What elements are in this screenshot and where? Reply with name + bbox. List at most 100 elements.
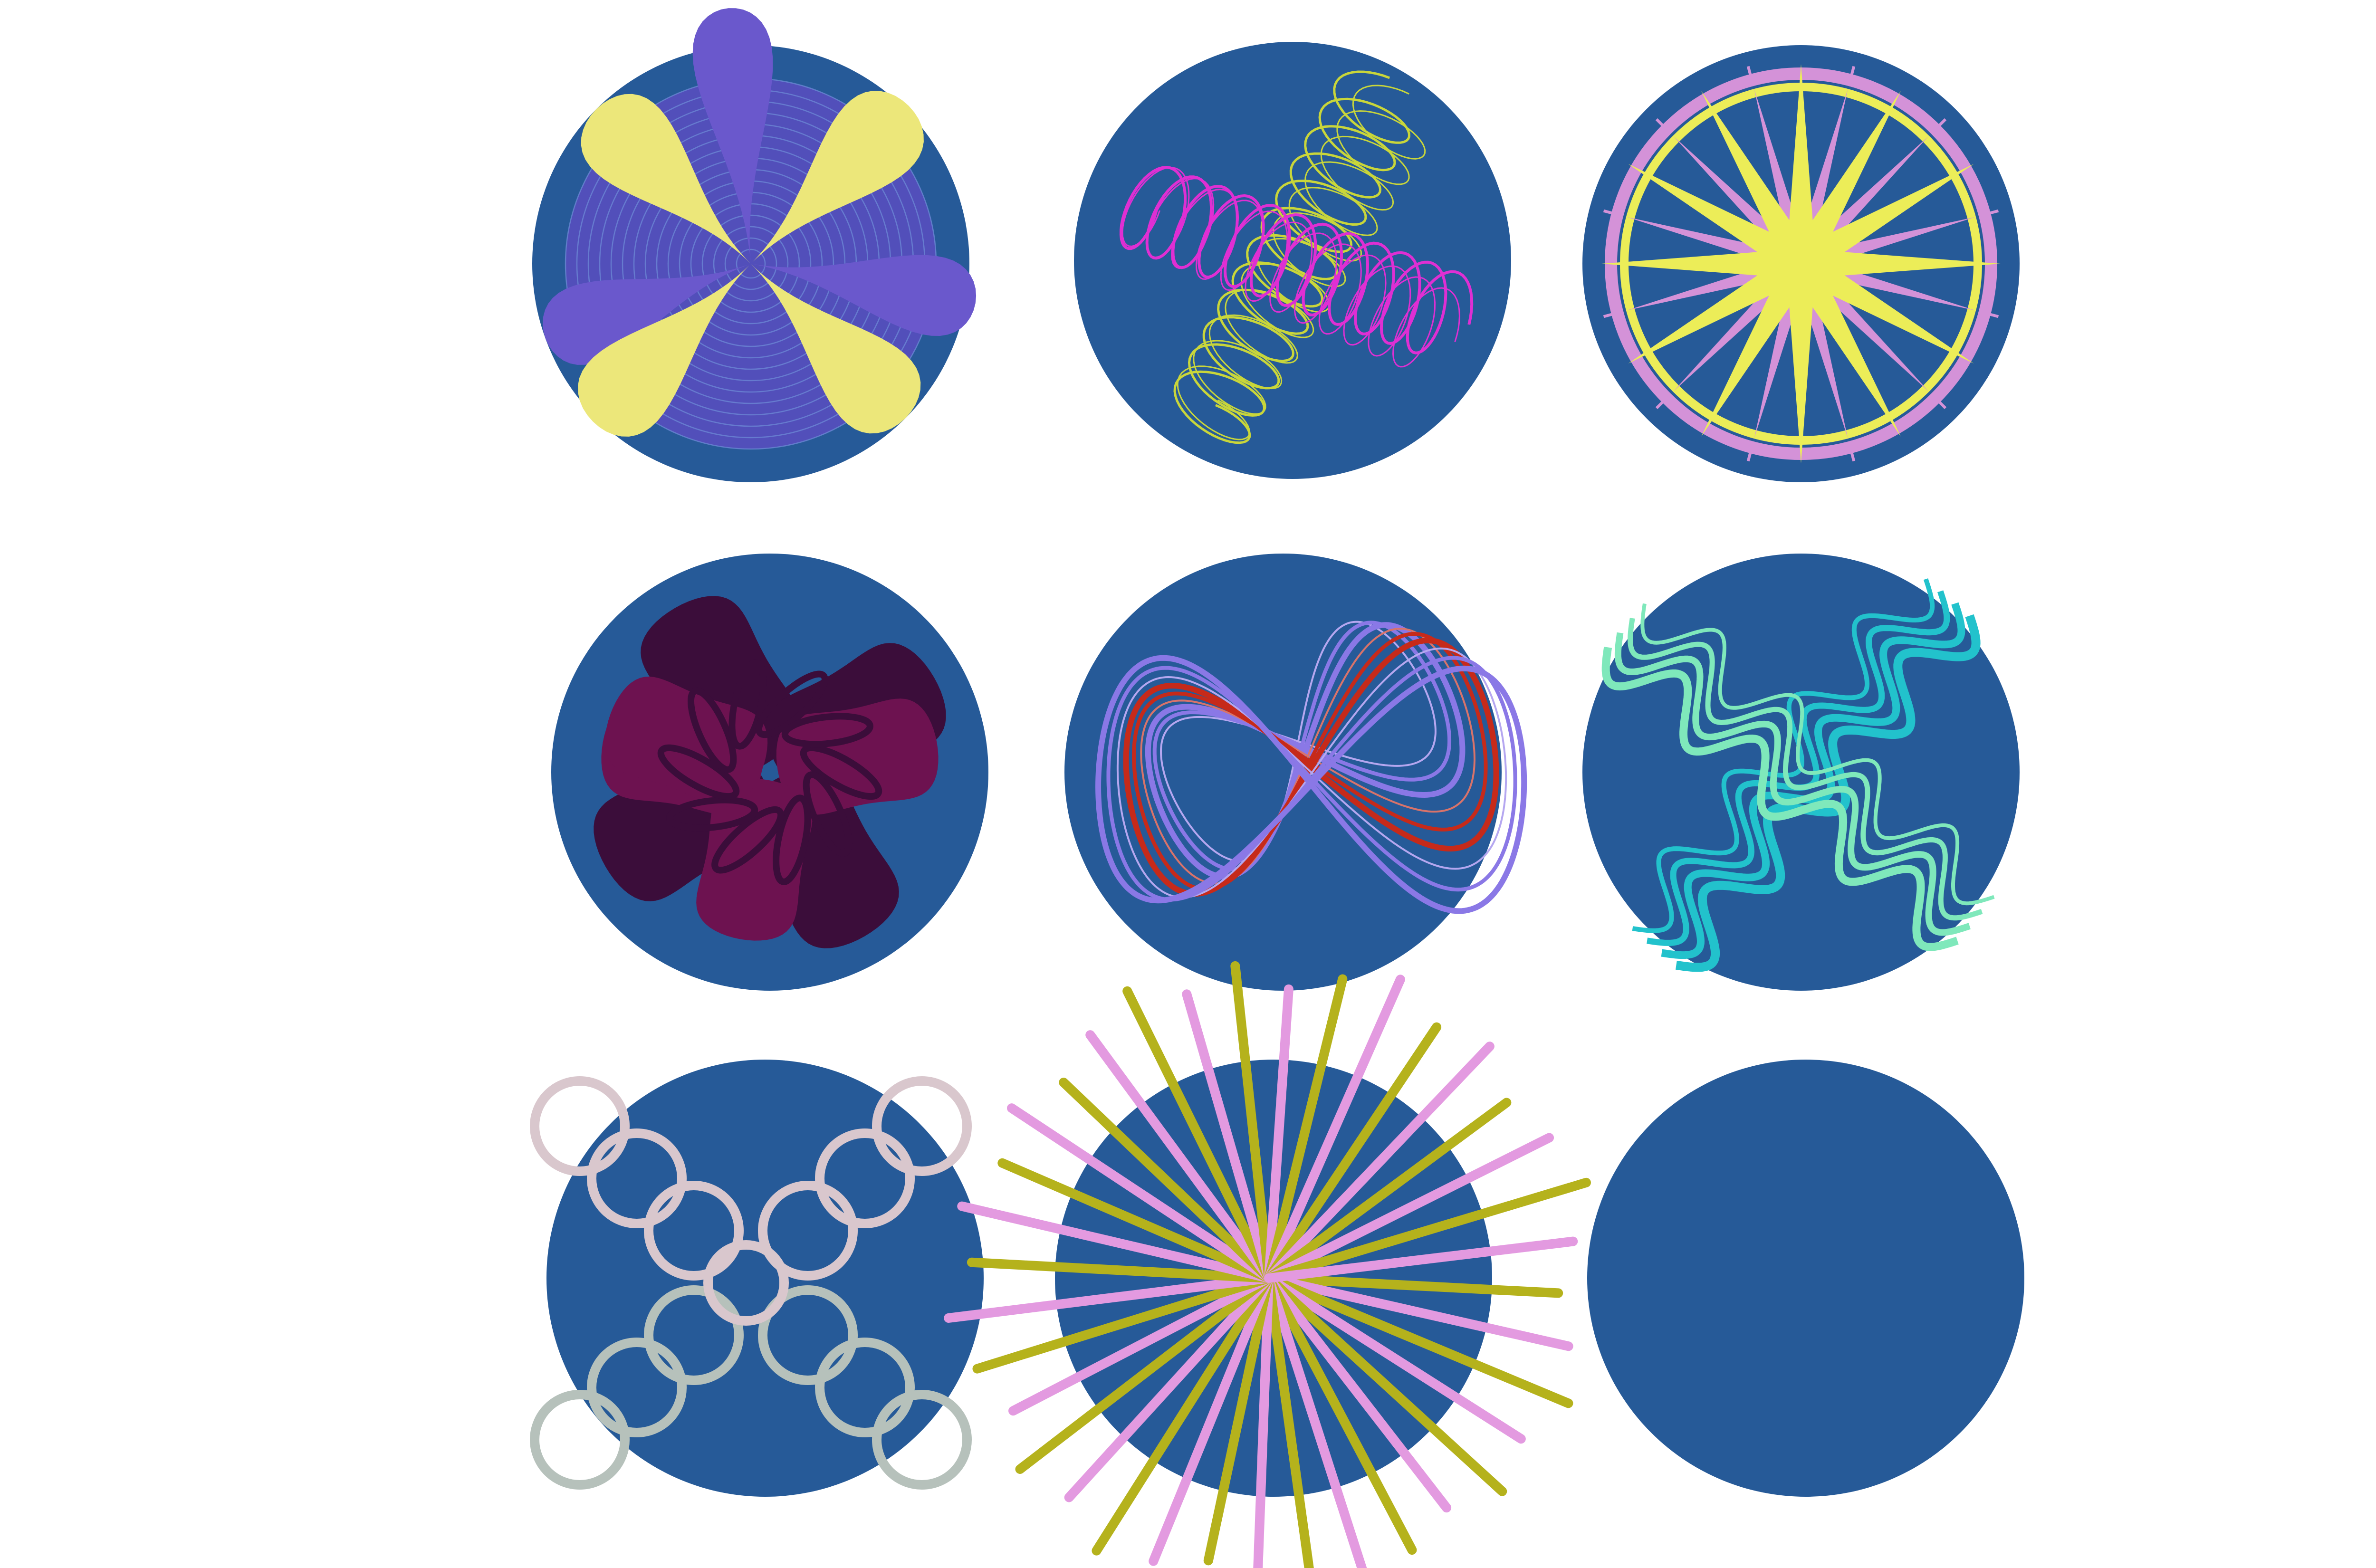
burst-spike xyxy=(1230,961,1274,1283)
coil-stroke xyxy=(1173,70,1410,444)
tile-disc xyxy=(546,1060,984,1497)
wave-stroke xyxy=(1601,647,1959,951)
chain-ring xyxy=(530,1076,630,1176)
burst-spike xyxy=(1008,1273,1274,1416)
burst-spike xyxy=(1264,1273,1563,1298)
ring-tick xyxy=(1655,118,1670,133)
chain-ring xyxy=(530,1390,630,1490)
burst-spike xyxy=(1122,986,1274,1283)
ring-tick xyxy=(1746,443,1754,462)
petal-violet xyxy=(543,264,751,365)
knot-lobe xyxy=(776,698,939,815)
chain-ring xyxy=(872,1390,972,1490)
petal-yellow xyxy=(581,94,751,264)
tile-loop-fan xyxy=(1064,554,1527,991)
ring-line xyxy=(724,237,777,290)
chain-ring xyxy=(758,1285,858,1385)
burst-spike xyxy=(1092,1273,1274,1556)
fan-loop xyxy=(1123,637,1499,897)
chain-ring xyxy=(587,1128,687,1228)
burst-spike xyxy=(1064,1273,1274,1502)
tiles-layer xyxy=(530,8,2024,1568)
petal-yellow xyxy=(578,264,751,437)
knot-loop xyxy=(755,670,828,738)
burst-spike xyxy=(972,1273,1274,1374)
burst-spike xyxy=(944,1273,1274,1323)
ring-tick xyxy=(1655,394,1670,410)
knot-loop xyxy=(711,806,785,874)
tile-ring-chain xyxy=(530,1060,984,1497)
ring-line xyxy=(701,214,800,313)
burst-spike xyxy=(1264,1273,1526,1444)
burst-spike xyxy=(1264,1273,1507,1496)
tile-coil-x xyxy=(1074,42,1511,479)
fan-loop xyxy=(1106,656,1517,902)
ring-tick xyxy=(1848,66,1856,85)
burst-spike xyxy=(1085,1030,1274,1283)
fan-loop xyxy=(1160,621,1437,862)
chain-ring xyxy=(758,1181,858,1281)
ring-tick xyxy=(1932,394,1947,410)
coil-stroke xyxy=(1177,85,1426,440)
knot-loop xyxy=(773,794,811,885)
burst-spike xyxy=(1264,1098,1512,1283)
fan-loop xyxy=(1116,647,1507,899)
ring-tick xyxy=(1746,66,1754,85)
tile-wave-cross xyxy=(1582,554,2020,991)
fan-loop xyxy=(1132,631,1488,891)
burst-spike xyxy=(1264,1273,1573,1351)
chain-ring xyxy=(872,1076,972,1176)
burst-spike xyxy=(1264,1042,1495,1283)
petal-violet xyxy=(751,255,977,336)
ring-tick xyxy=(1932,118,1947,133)
petal-violet xyxy=(692,8,773,264)
ring-line xyxy=(713,226,789,302)
burst-spike xyxy=(1264,1273,1573,1408)
chain-ring xyxy=(815,1128,915,1228)
knot-loop xyxy=(666,796,758,832)
burst-spike xyxy=(967,1257,1274,1283)
burst-spike xyxy=(1264,1236,1578,1283)
wave-stroke xyxy=(1640,603,1995,906)
tile-disc xyxy=(1064,554,1502,991)
ring-tick xyxy=(1848,443,1856,462)
burst-spike xyxy=(997,1158,1274,1283)
knot-loop xyxy=(728,659,767,750)
chain-ring xyxy=(644,1181,744,1281)
burst-spike xyxy=(1264,1273,1417,1555)
fan-loop xyxy=(1095,655,1527,914)
tile-ring-petals xyxy=(532,8,977,482)
fan-loop xyxy=(1140,628,1475,885)
burst-spike xyxy=(957,1201,1274,1283)
wave-stroke xyxy=(1614,632,1971,936)
fan-loop xyxy=(1145,622,1466,880)
ring-tick xyxy=(1980,310,1999,318)
burst-spike xyxy=(1264,975,1405,1283)
burst-spike xyxy=(1149,1273,1274,1566)
tile-plain-disc xyxy=(1587,1060,2024,1497)
chain-ring xyxy=(703,1240,789,1326)
knot-loop xyxy=(803,771,853,857)
tile-compass-star xyxy=(1582,45,2020,482)
tile-plum-knot xyxy=(551,554,988,991)
burst-spike xyxy=(1264,1273,1452,1513)
petal-yellow xyxy=(751,91,924,264)
tile-spike-burst xyxy=(944,961,1591,1568)
burst-spike xyxy=(1015,1273,1274,1474)
knot-loop xyxy=(800,744,882,800)
ring-tick xyxy=(1980,209,1999,217)
burst-spike xyxy=(1264,1273,1314,1568)
burst-spike xyxy=(1264,1022,1442,1283)
burst-spike xyxy=(1203,1273,1274,1566)
burst-spike xyxy=(1253,1273,1274,1568)
knot-loop xyxy=(657,744,740,800)
chain-ring xyxy=(587,1338,687,1437)
petal-yellow xyxy=(751,264,921,434)
burst-spike xyxy=(1182,989,1274,1283)
burst-spike xyxy=(1264,1177,1591,1283)
burst-spike xyxy=(1264,974,1348,1283)
knot-loop xyxy=(687,687,737,773)
knot-loop xyxy=(781,713,873,748)
chain-ring xyxy=(644,1285,744,1385)
ring-tick xyxy=(1603,209,1622,217)
